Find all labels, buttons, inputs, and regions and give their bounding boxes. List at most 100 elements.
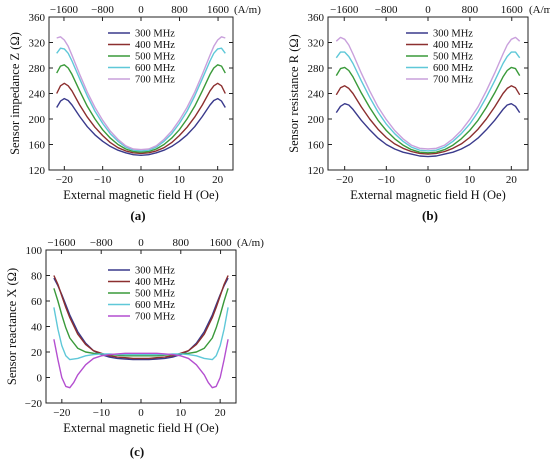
x-tick-label: −10 bbox=[93, 407, 111, 419]
y-tick-label: 240 bbox=[308, 89, 325, 101]
legend-entry: 500 MHz bbox=[433, 52, 473, 63]
series-line-2 bbox=[335, 85, 521, 155]
series-line-5 bbox=[56, 36, 226, 151]
series-line-4 bbox=[335, 51, 521, 152]
legend-entry: 700 MHz bbox=[433, 75, 473, 86]
top-tick-label: 800 bbox=[173, 237, 190, 249]
top-tick-label: 800 bbox=[462, 4, 479, 16]
y-axis-label: Sensor impedance Z (Ω) bbox=[8, 32, 22, 155]
y-tick-label: 40 bbox=[31, 322, 43, 334]
legend-entry: 600 MHz bbox=[135, 300, 175, 311]
top-tick-label: −800 bbox=[91, 4, 114, 16]
y-tick-label: 320 bbox=[29, 38, 46, 50]
x-tick-label: 0 bbox=[425, 174, 431, 186]
top-axis-unit: (A/m) bbox=[237, 237, 264, 249]
legend-entry: 700 MHz bbox=[135, 75, 175, 86]
legend-entry: 400 MHz bbox=[135, 277, 175, 288]
x-tick-label: 20 bbox=[212, 174, 224, 186]
x-tick-label: 0 bbox=[138, 174, 144, 186]
y-tick-label: 200 bbox=[29, 114, 46, 126]
y-tick-label: 0 bbox=[37, 373, 43, 385]
top-tick-label: −1600 bbox=[50, 4, 79, 16]
x-tick-label: 10 bbox=[175, 407, 187, 419]
x-tick-label: −10 bbox=[94, 174, 112, 186]
x-tick-label: 0 bbox=[138, 407, 144, 419]
panel-label: (a) bbox=[130, 208, 145, 223]
top-tick-label: −1600 bbox=[330, 4, 359, 16]
x-tick-label: −20 bbox=[336, 174, 354, 186]
series-line-3 bbox=[335, 66, 521, 154]
series-line-3 bbox=[56, 64, 226, 153]
top-tick-label: 0 bbox=[138, 4, 144, 16]
legend-entry: 400 MHz bbox=[433, 40, 473, 51]
top-tick-label: 1600 bbox=[210, 237, 233, 249]
top-tick-label: 0 bbox=[425, 4, 431, 16]
y-tick-label: 160 bbox=[308, 140, 325, 152]
series-line-1 bbox=[335, 102, 521, 158]
x-tick-label: 10 bbox=[174, 174, 186, 186]
x-tick-label: 10 bbox=[464, 174, 476, 186]
y-tick-label: 280 bbox=[29, 63, 46, 75]
y-tick-label: −20 bbox=[25, 398, 43, 410]
y-tick-label: 360 bbox=[29, 12, 46, 24]
top-axis-unit: (A/m) bbox=[234, 4, 261, 16]
legend-entry: 500 MHz bbox=[135, 52, 175, 63]
y-axis-label: Sensor reactance X (Ω) bbox=[5, 268, 19, 385]
chart-panel-3: −20 −10 0 10 20 −1600 −800 0 800 1600 (A/m) −20 0 20 4… bbox=[5, 237, 264, 459]
top-tick-label: 1600 bbox=[207, 4, 230, 16]
x-tick-label: −10 bbox=[378, 174, 396, 186]
series-line-1 bbox=[53, 277, 229, 361]
y-tick-label: 60 bbox=[31, 296, 43, 308]
legend-entry: 600 MHz bbox=[135, 63, 175, 74]
chart-panel-1: −20 −10 0 10 20 −1600 −800 0 800 1600 (A/m) 120 160 2… bbox=[8, 4, 261, 223]
legend-entry: 600 MHz bbox=[433, 63, 473, 74]
y-tick-label: 360 bbox=[308, 12, 325, 24]
panel-label: (b) bbox=[422, 208, 438, 223]
series-line-4 bbox=[53, 307, 229, 361]
panel-label: (c) bbox=[130, 444, 144, 459]
top-tick-label: 1600 bbox=[501, 4, 524, 16]
top-tick-label: −1600 bbox=[47, 237, 76, 249]
series-line-3 bbox=[53, 288, 229, 357]
x-axis-label: External magnetic field H (Oe) bbox=[63, 188, 219, 202]
top-tick-label: 0 bbox=[138, 237, 144, 249]
y-tick-label: 120 bbox=[29, 165, 46, 177]
top-tick-label: −800 bbox=[90, 237, 113, 249]
y-tick-label: 120 bbox=[308, 165, 325, 177]
legend-entry: 700 MHz bbox=[135, 312, 175, 323]
y-axis-label: Sensor resistance R (Ω) bbox=[287, 34, 301, 153]
series-line-5 bbox=[335, 36, 521, 150]
legend-entry: 300 MHz bbox=[433, 29, 473, 40]
top-tick-label: 800 bbox=[171, 4, 188, 16]
top-tick-label: −800 bbox=[375, 4, 398, 16]
series-line-2 bbox=[53, 275, 229, 360]
x-tick-label: 20 bbox=[506, 174, 518, 186]
legend-entry: 300 MHz bbox=[135, 29, 175, 40]
series-line-2 bbox=[56, 82, 226, 155]
y-tick-label: 80 bbox=[31, 271, 43, 283]
legend-entry: 300 MHz bbox=[135, 266, 175, 277]
y-tick-label: 320 bbox=[308, 38, 325, 50]
x-tick-label: 20 bbox=[215, 407, 227, 419]
legend-entry: 400 MHz bbox=[135, 40, 175, 51]
x-tick-label: −20 bbox=[53, 407, 71, 419]
chart-panel-2: −20 −10 0 10 20 −1600 −800 0 800 1600 (A/m) 120 160 2… bbox=[287, 4, 550, 223]
y-tick-label: 280 bbox=[308, 63, 325, 75]
x-axis-label: External magnetic field H (Oe) bbox=[63, 421, 219, 435]
series-line-4 bbox=[56, 47, 226, 152]
x-tick-label: −20 bbox=[56, 174, 74, 186]
series-line-1 bbox=[56, 97, 226, 157]
y-tick-label: 100 bbox=[26, 245, 43, 257]
y-tick-label: 160 bbox=[29, 140, 46, 152]
x-axis-label: External magnetic field H (Oe) bbox=[350, 188, 506, 202]
plot-frame bbox=[327, 16, 529, 171]
y-tick-label: 240 bbox=[29, 89, 46, 101]
y-tick-label: 200 bbox=[308, 114, 325, 126]
legend-entry: 500 MHz bbox=[135, 289, 175, 300]
y-tick-label: 20 bbox=[31, 347, 43, 359]
